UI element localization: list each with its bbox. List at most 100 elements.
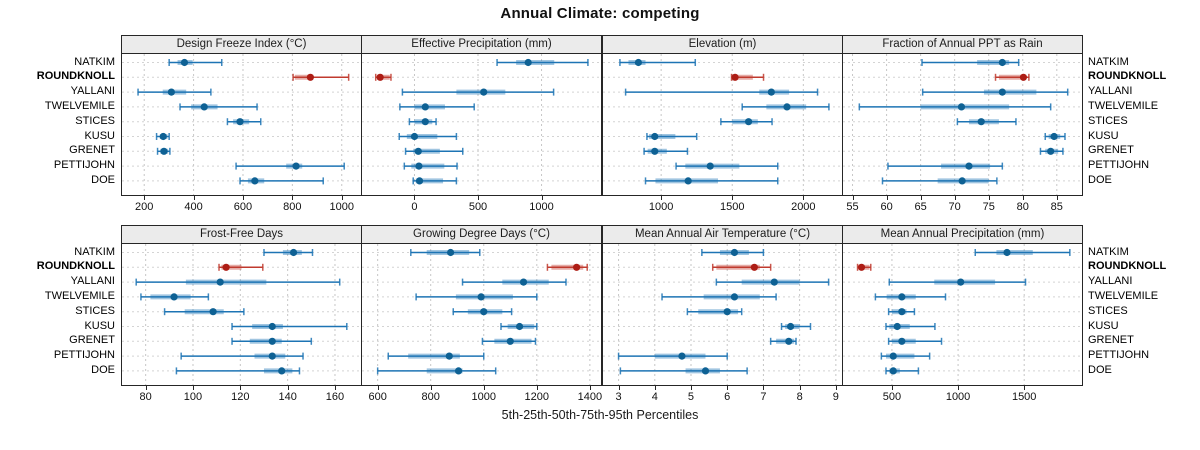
axis-tick-label: 6 xyxy=(724,391,731,403)
percentile-series-natkim xyxy=(168,58,223,67)
median-dot xyxy=(480,88,488,96)
median-dot xyxy=(1019,73,1028,81)
panel-plot xyxy=(362,244,601,385)
median-dot xyxy=(1003,248,1011,257)
percentile-series-doe xyxy=(644,177,779,185)
median-dot xyxy=(376,73,384,81)
panel-design-freeze-index-c xyxy=(121,53,362,196)
site-label-yallani: YALLANI xyxy=(1088,85,1133,98)
percentile-series-stices xyxy=(408,118,437,126)
percentile-series-pettijohn xyxy=(180,352,304,360)
percentile-series-stices xyxy=(226,118,262,126)
axis-tick-label: 140 xyxy=(278,391,297,403)
axis-tick xyxy=(240,386,242,390)
panel-plot xyxy=(603,244,842,385)
site-label-doe: DOE xyxy=(1088,173,1112,186)
median-dot xyxy=(421,103,429,111)
percentile-series-doe xyxy=(376,367,497,375)
median-dot xyxy=(209,308,217,316)
strip-effective-precipitation-mm: Effective Precipitation (mm) xyxy=(361,35,602,54)
percentile-series-natkim xyxy=(410,248,481,257)
percentile-series-roundknoll xyxy=(292,73,350,81)
axis-tick-label: 7 xyxy=(760,391,767,403)
panel-plot xyxy=(122,244,361,385)
percentile-series-twelvemile xyxy=(140,293,210,301)
panel-plot xyxy=(122,54,361,195)
percentile-series-roundknoll xyxy=(374,73,392,81)
axis-tick-label: 5 xyxy=(687,391,695,403)
axis-tick xyxy=(414,196,416,200)
site-label-twelvemile: TWELVEMILE xyxy=(1088,99,1159,112)
percentile-series-pettijohn xyxy=(235,162,345,170)
percentile-series-grenet xyxy=(156,147,171,155)
median-dot xyxy=(634,58,643,67)
percentile-series-roundknoll xyxy=(994,73,1030,81)
site-label-doe: DOE xyxy=(91,363,115,376)
median-dot xyxy=(515,322,524,331)
site-label-grenet: GRENET xyxy=(69,144,115,157)
median-dot xyxy=(783,103,791,111)
axis-tick-label: 1000 xyxy=(648,201,674,213)
axis-tick xyxy=(727,386,729,390)
axis-tick-label: 600 xyxy=(368,391,387,403)
median-dot xyxy=(998,88,1006,96)
median-dot xyxy=(678,352,686,360)
axis-tick-label: 65 xyxy=(914,201,927,213)
panel-frost-free-days xyxy=(121,243,362,386)
axis-tick xyxy=(193,196,195,200)
percentile-series-yallani xyxy=(137,88,212,96)
percentile-series-roundknoll xyxy=(730,73,765,81)
site-label-pettijohn: PETTIJOHN xyxy=(53,349,115,362)
site-label-grenet: GRENET xyxy=(1088,144,1134,157)
axis-tick-label: 1400 xyxy=(577,391,603,403)
median-dot xyxy=(701,367,710,375)
axis-tick-label: 400 xyxy=(184,201,203,213)
axis-tick-label: 1000 xyxy=(471,391,496,403)
axis-tick xyxy=(287,386,289,390)
site-label-roundknoll: ROUNDKNOLL xyxy=(36,260,115,273)
axis-tick-label: 55 xyxy=(846,201,859,213)
strip-growing-degree-days-c: Growing Degree Days (°C) xyxy=(361,225,602,244)
site-label-kusu: KUSU xyxy=(84,129,115,142)
site-label-natkim: NATKIM xyxy=(74,55,115,68)
median-dot xyxy=(744,118,753,126)
strip-mean-annual-precipitation-mm: Mean Annual Precipitation (mm) xyxy=(842,225,1083,244)
axis-tick-label: 8 xyxy=(796,391,803,403)
strip-elevation-m: Elevation (m) xyxy=(602,35,843,54)
percentile-series-twelvemile xyxy=(858,103,1052,111)
axis-tick xyxy=(799,386,801,390)
percentile-series-grenet xyxy=(643,147,689,155)
percentile-series-stices xyxy=(956,118,1017,126)
median-dot xyxy=(730,293,739,301)
panel-mean-annual-air-temperature-c xyxy=(602,243,843,386)
median-dot xyxy=(750,263,758,271)
percentile-series-kusu xyxy=(780,322,812,331)
median-dot xyxy=(306,73,314,81)
median-dot xyxy=(684,177,692,185)
axis-tick-label: 1000 xyxy=(529,201,554,213)
panel-plot xyxy=(362,54,601,195)
percentile-series-doe xyxy=(412,177,458,185)
axis-tick xyxy=(1022,196,1024,200)
percentile-series-grenet xyxy=(887,337,943,345)
median-dot xyxy=(651,132,659,141)
median-dot xyxy=(289,248,298,257)
median-dot xyxy=(730,248,739,257)
site-label-grenet: GRENET xyxy=(1088,334,1134,347)
median-dot xyxy=(731,73,739,81)
axis-tick-label: 1200 xyxy=(524,391,550,403)
percentile-series-yallani xyxy=(921,88,1069,96)
axis-tick-label: 60 xyxy=(880,201,893,213)
site-label-roundknoll: ROUNDKNOLL xyxy=(1088,70,1167,83)
site-label-natkim: NATKIM xyxy=(1088,55,1129,68)
percentile-caption: 5th-25th-50th-75th-95th Percentiles xyxy=(501,408,699,422)
median-dot xyxy=(160,147,168,155)
strip-fraction-of-annual-ppt-as-rain: Fraction of Annual PPT as Rain xyxy=(842,35,1083,54)
median-dot xyxy=(216,278,224,286)
site-label-stices: STICES xyxy=(75,114,115,127)
percentile-series-grenet xyxy=(1039,147,1064,155)
site-label-kusu: KUSU xyxy=(1088,319,1119,332)
axis-tick xyxy=(690,386,692,390)
axis-tick-label: 70 xyxy=(948,201,961,213)
